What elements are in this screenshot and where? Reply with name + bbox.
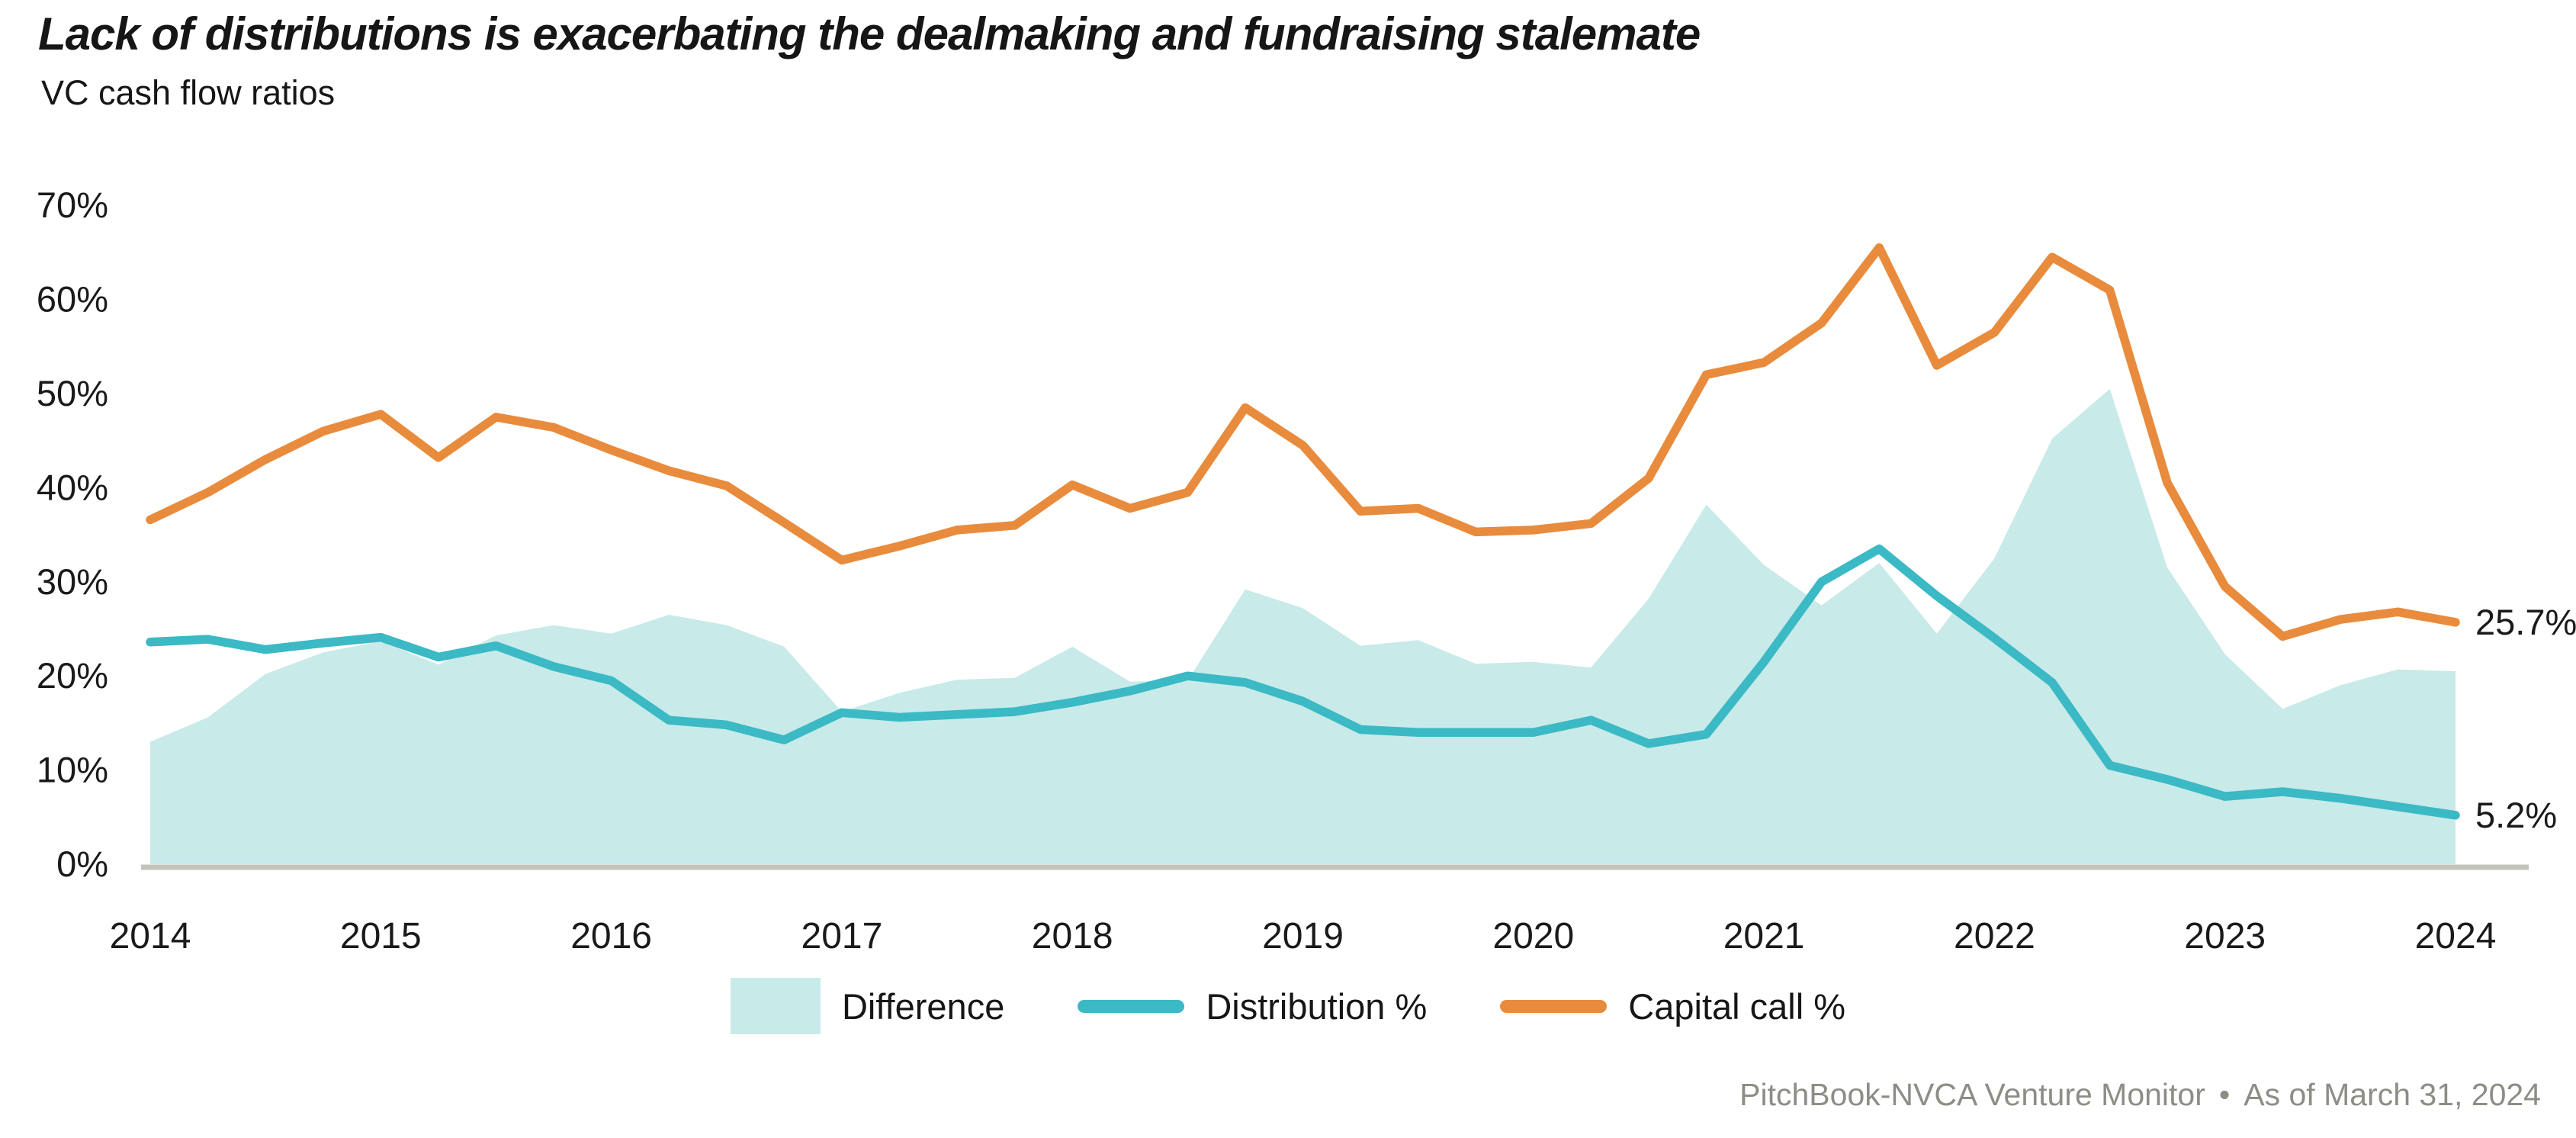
difference-swatch-icon — [730, 978, 821, 1034]
y-tick-label: 40% — [37, 467, 108, 507]
y-tick-label: 20% — [37, 655, 108, 696]
x-tick-label: 2019 — [1262, 916, 1344, 956]
y-tick-label: 10% — [37, 750, 108, 790]
difference-area — [150, 388, 2456, 864]
y-tick-label: 60% — [37, 279, 108, 320]
legend: Difference Distribution % Capital call % — [0, 978, 2576, 1034]
legend-item-distribution: Distribution % — [1078, 985, 1427, 1027]
legend-label-difference: Difference — [841, 985, 1005, 1027]
end-label-capital-call: 25.7% — [2475, 602, 2576, 642]
plot-area: 5.2% 25.7% — [146, 243, 2576, 864]
footer-as-of: As of March 31, 2024 — [2244, 1077, 2541, 1112]
y-tick-label: 70% — [37, 185, 108, 225]
legend-item-difference: Difference — [730, 978, 1005, 1034]
source-footer: PitchBook-NVCA Venture Monitor • As of M… — [1739, 1077, 2541, 1113]
x-tick-label: 2018 — [1032, 916, 1113, 956]
x-tick-label: 2014 — [110, 916, 191, 956]
legend-item-capital-call: Capital call % — [1500, 985, 1845, 1027]
chart-subtitle: VC cash flow ratios — [41, 73, 336, 112]
y-tick-label: 30% — [37, 561, 108, 602]
footer-divider-icon: • — [2218, 1077, 2231, 1112]
chart-title: Lack of distributions is exacerbating th… — [38, 8, 1701, 59]
legend-label-capital-call: Capital call % — [1628, 985, 1846, 1027]
capital-call-line-swatch-icon — [1500, 999, 1608, 1013]
x-tick-label: 2017 — [801, 916, 883, 956]
legend-label-distribution: Distribution % — [1206, 985, 1428, 1027]
distribution-line — [146, 544, 2460, 820]
x-tick-label: 2023 — [2184, 916, 2266, 956]
footer-source: PitchBook-NVCA Venture Monitor — [1739, 1077, 2205, 1112]
x-tick-label: 2022 — [1954, 916, 2035, 956]
x-tick-label: 2020 — [1492, 916, 1574, 956]
x-tick-label: 2024 — [2415, 916, 2497, 956]
y-tick-label: 50% — [37, 373, 108, 413]
x-tick-label: 2015 — [340, 916, 422, 956]
end-label-distribution: 5.2% — [2475, 795, 2557, 835]
axis-layer: 0% 10% 20% 30% 40% 50% 60% 70% 2014 2015 2016 2017 2… — [37, 185, 2529, 956]
capital-call-line — [146, 243, 2460, 641]
y-tick-label: 0% — [56, 844, 108, 884]
x-tick-label: 2021 — [1723, 916, 1805, 956]
x-tick-label: 2016 — [570, 916, 652, 956]
distribution-line-swatch-icon — [1078, 999, 1185, 1013]
